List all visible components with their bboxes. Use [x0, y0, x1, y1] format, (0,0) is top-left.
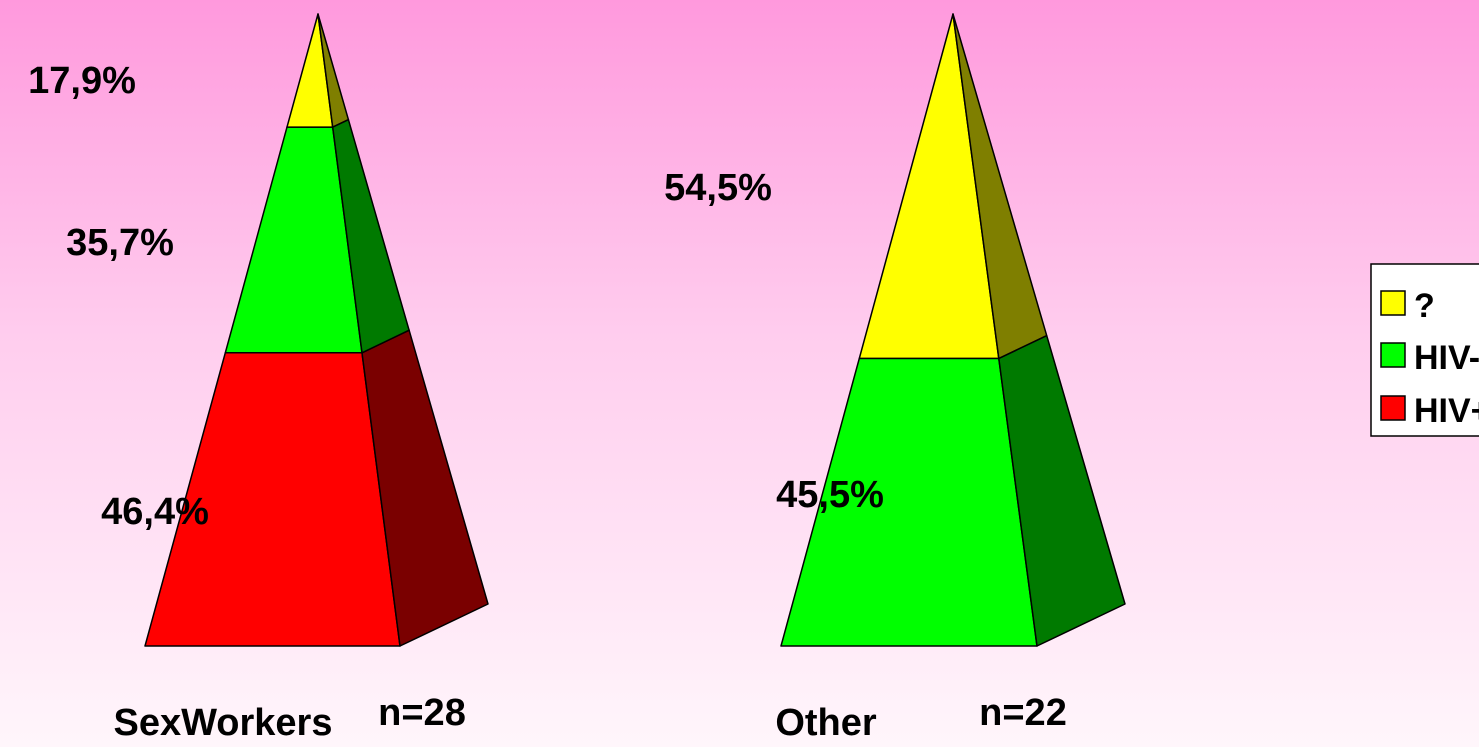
data-label-sexworkers-hiv: 46,4%: [101, 491, 209, 533]
n-label-sexworkers: n=28: [378, 692, 466, 734]
n-label-other: n=22: [979, 692, 1067, 734]
legend-swatch-hivneg: [1380, 342, 1406, 368]
data-label-sexworkers-hiv: 35,7%: [66, 222, 174, 264]
other-unknown-side-face: [952, 13, 1048, 360]
legend-label-unknown: ?: [1414, 287, 1435, 325]
sexworkers-unknown-side-face: [317, 13, 350, 128]
labels-group: 46,4% 35,7% 17,9% SexWorkers n=28 45,5% 54,5% O…: [28, 60, 1067, 744]
category-label-other: Other: [775, 702, 877, 744]
data-label-sexworkers-unknown: 17,9%: [28, 60, 136, 102]
category-label-sexworkers: SexWorkers: [114, 702, 333, 744]
legend: ? HIV- HIV+: [1370, 263, 1479, 437]
legend-label-hivpos: HIV+: [1414, 392, 1479, 430]
data-label-other-unknown: 54,5%: [664, 167, 772, 209]
legend-swatch-hivpos: [1380, 395, 1406, 421]
pyramids-group: [144, 13, 1126, 647]
data-label-other-hiv: 45,5%: [776, 474, 884, 516]
legend-swatch-unknown: [1380, 290, 1406, 316]
legend-label-hivneg: HIV-: [1414, 339, 1479, 377]
